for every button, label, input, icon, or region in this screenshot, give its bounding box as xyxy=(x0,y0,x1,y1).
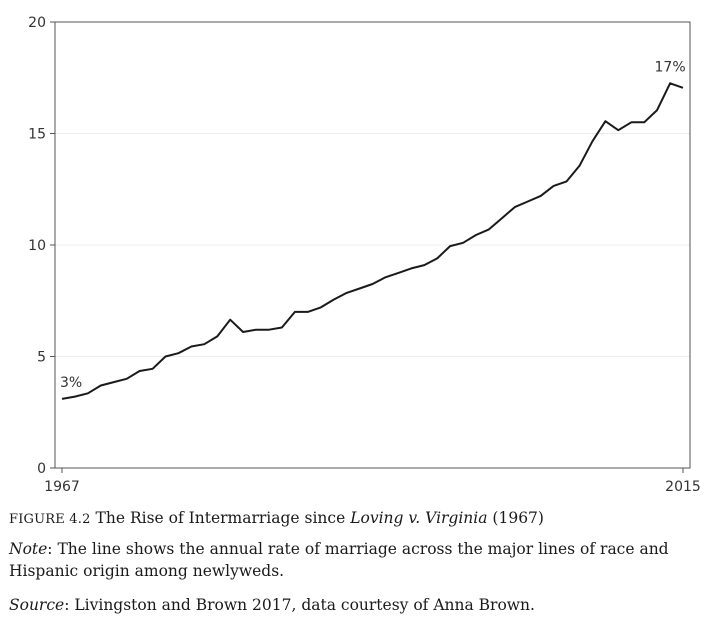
y-tick-label-5: 5 xyxy=(37,350,46,366)
annotation-label-1: 17% xyxy=(655,59,686,75)
note-label: Note xyxy=(9,540,48,558)
y-tick-label-20: 20 xyxy=(28,15,46,31)
tick-labels: 0 5 10 15 20 1967 2015 xyxy=(28,15,701,495)
figure-title-start: The Rise of Intermarriage since xyxy=(95,509,351,527)
figure-number: FIGURE 4.2 xyxy=(9,512,91,527)
figure-title-italic: Loving v. Virginia xyxy=(350,509,488,527)
grid xyxy=(55,133,690,357)
annotations: 3% 17% xyxy=(60,59,686,391)
annotation-label-0: 3% xyxy=(60,375,82,391)
y-tick-label-15: 15 xyxy=(28,127,46,143)
series xyxy=(61,82,684,400)
plot-frame xyxy=(54,21,691,469)
y-tick-label-0: 0 xyxy=(37,461,46,477)
figure-source: Source: Livingston and Brown 2017, data … xyxy=(9,594,715,616)
figure-caption: FIGURE 4.2 The Rise of Intermarriage sin… xyxy=(9,507,715,531)
axes xyxy=(50,21,691,473)
note-text: : The line shows the annual rate of marr… xyxy=(9,540,669,580)
figure-note: Note: The line shows the annual rate of … xyxy=(9,538,715,582)
figure-title-end: (1967) xyxy=(487,509,544,527)
x-tick-label-2015: 2015 xyxy=(665,479,701,495)
line-chart: 0 5 10 15 20 1967 2015 3% 17% xyxy=(28,15,701,495)
source-label: Source xyxy=(9,596,65,614)
series-line-0 xyxy=(61,82,684,400)
y-tick-label-10: 10 xyxy=(28,238,46,254)
source-text: : Livingston and Brown 2017, data courte… xyxy=(64,596,535,614)
x-tick-label-1967: 1967 xyxy=(44,479,80,495)
